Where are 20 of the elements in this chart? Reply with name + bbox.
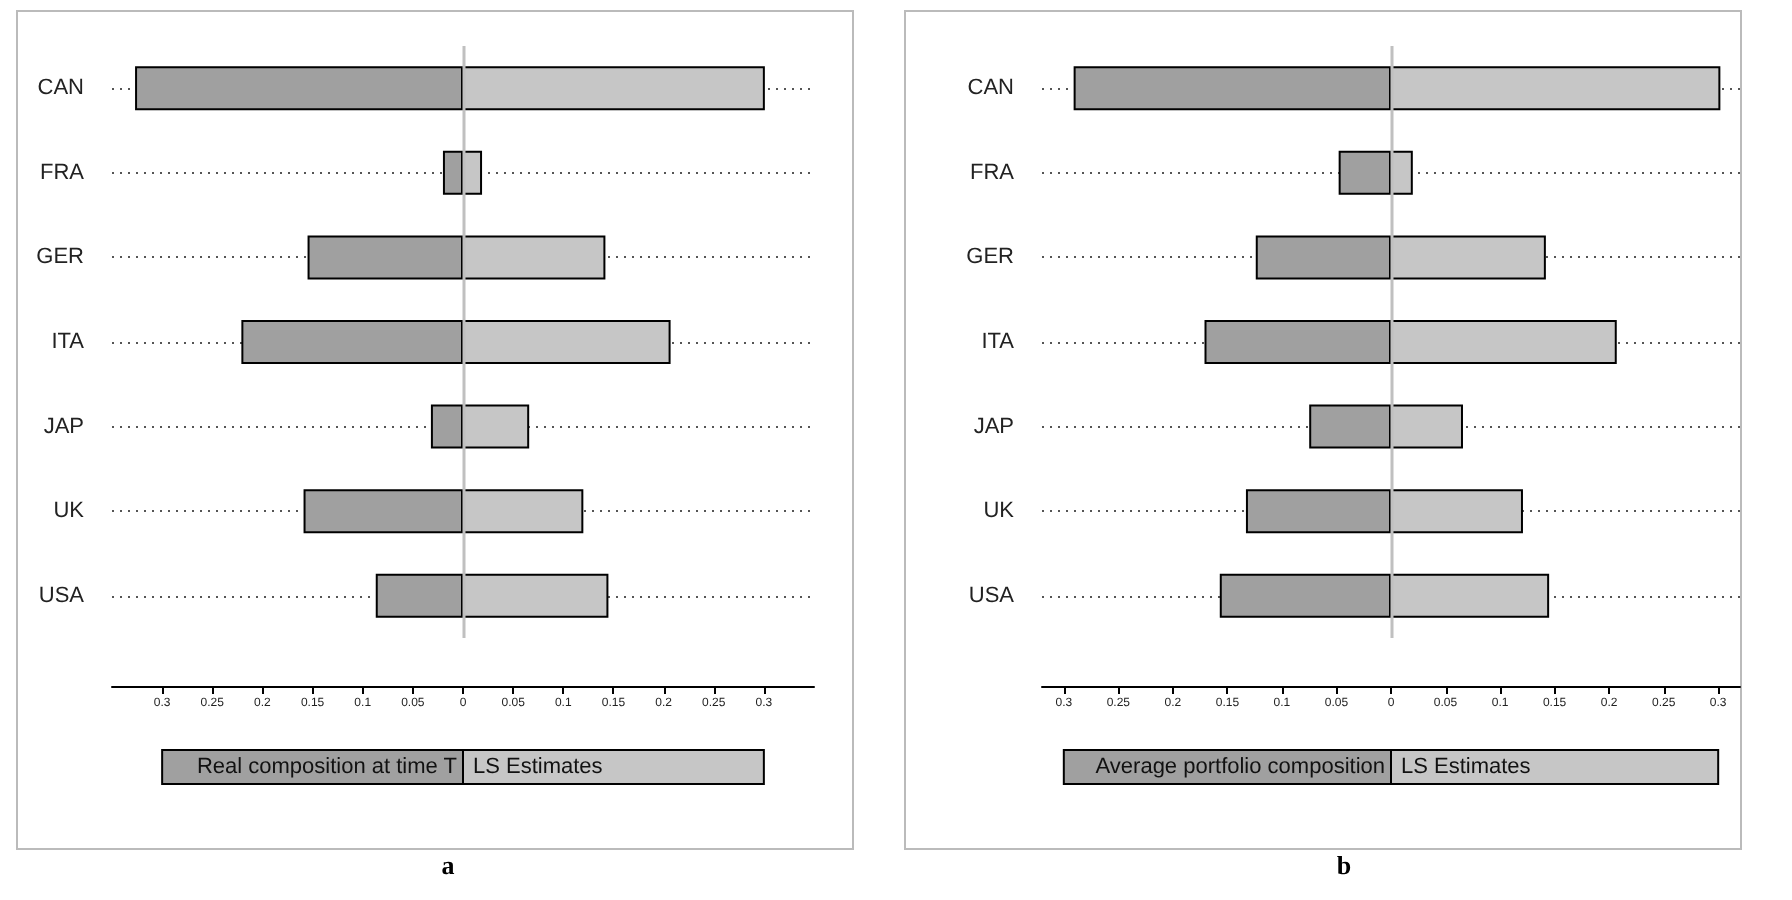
text: a [441, 850, 456, 880]
text: LS Estimates [473, 755, 604, 779]
y-tick-label: FRA [40, 160, 86, 185]
y-tick-label: JAP [43, 414, 84, 439]
y-tick-label: ITA [51, 330, 86, 354]
y-tick-label: UK [983, 499, 1016, 524]
y-tick-label: GER [966, 245, 1015, 270]
y-tick-label: UK [53, 499, 86, 524]
y-tick-label: CAN [967, 76, 1015, 101]
text: Real composition at time T [196, 755, 458, 779]
y-tick-label: GER [36, 245, 85, 270]
y-tick-label: CAN [37, 76, 85, 101]
y-tick-label: JAP [973, 414, 1014, 439]
y-tick-label: ITA [981, 330, 1016, 354]
y-tick-label: FRA [970, 160, 1016, 185]
y-tick-label: USA [968, 583, 1016, 608]
y-tick-label: USA [38, 583, 86, 608]
text: b [1336, 850, 1352, 880]
text: Average portfolio composition [1095, 755, 1385, 779]
text: LS Estimates [1401, 755, 1532, 779]
